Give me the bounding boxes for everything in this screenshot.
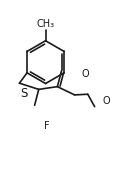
- Text: O: O: [102, 96, 110, 107]
- Text: S: S: [20, 87, 28, 100]
- Text: CH₃: CH₃: [36, 19, 55, 29]
- Text: F: F: [44, 122, 50, 132]
- Text: O: O: [82, 69, 89, 79]
